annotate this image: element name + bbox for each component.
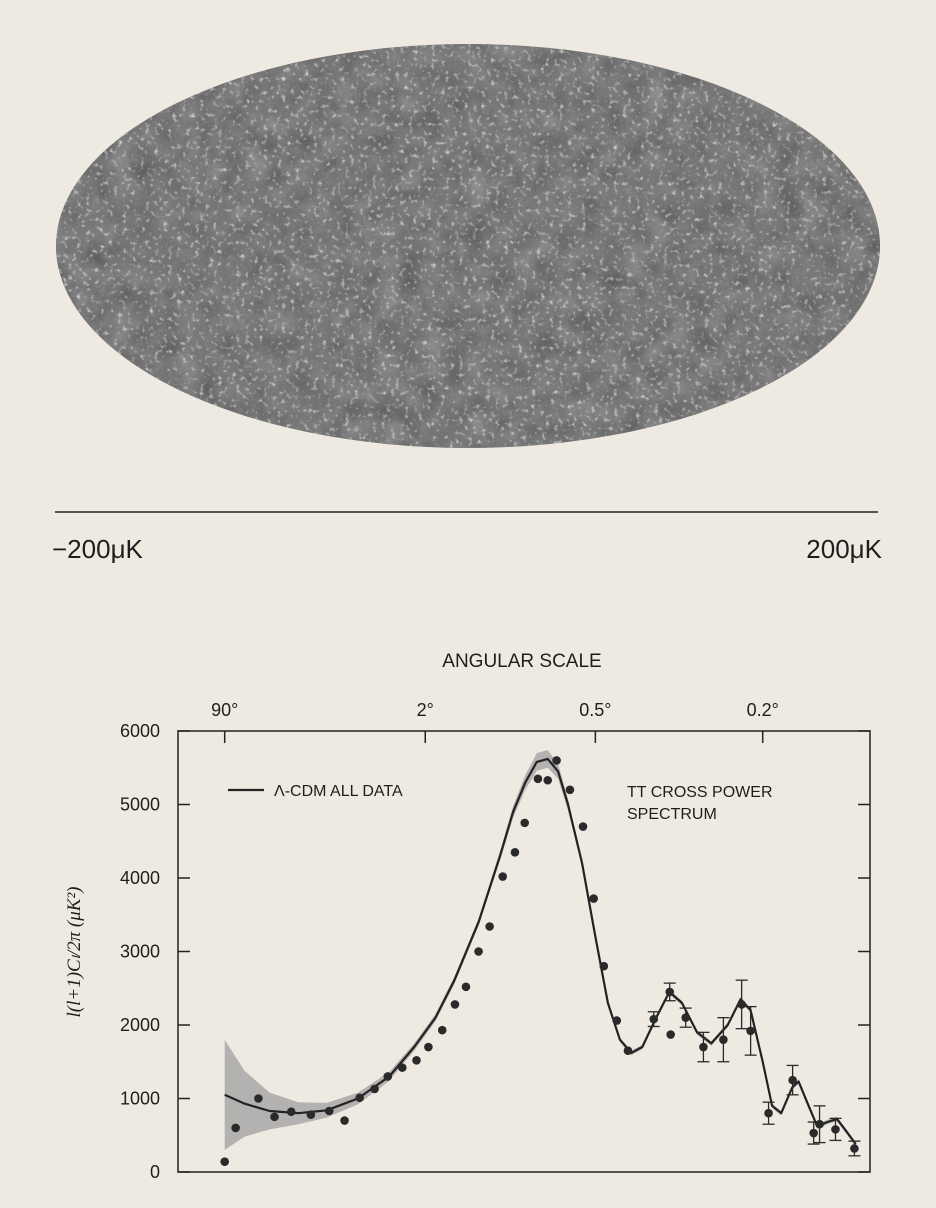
data-point: [520, 818, 530, 828]
data-point: [552, 756, 561, 765]
data-point: [340, 1116, 349, 1125]
data-point: [719, 1035, 728, 1044]
data-point: [370, 1084, 379, 1094]
y-tick-label: 4000: [120, 868, 160, 888]
data-point: [424, 1042, 433, 1052]
y-tick-label: 2000: [120, 1015, 160, 1035]
top-tick-label: 2°: [417, 700, 434, 720]
data-point: [649, 1014, 659, 1024]
top-axis-label: ANGULAR SCALE: [442, 651, 601, 672]
data-point: [809, 1128, 818, 1138]
data-point: [474, 947, 483, 956]
model-band: [224, 750, 856, 1150]
y-tick-label: 1000: [120, 1089, 160, 1109]
data-point: [578, 822, 588, 831]
data-point: [815, 1119, 824, 1129]
y-tick-label: 5000: [120, 795, 160, 815]
data-point: [788, 1075, 797, 1085]
data-point: [831, 1125, 840, 1134]
top-tick-label: 90°: [211, 700, 238, 720]
data-point: [543, 775, 553, 785]
data-point: [437, 1025, 447, 1035]
data-point: [699, 1042, 708, 1052]
colorbar-max-label: 200μK: [806, 534, 882, 564]
data-point: [397, 1063, 407, 1072]
y-axis-label: l(l+1)Cₗ/2π (μK²): [64, 887, 85, 1018]
annotation: TT CROSS POWER: [627, 784, 773, 801]
data-point: [850, 1144, 859, 1153]
y-tick-label: 6000: [120, 721, 160, 741]
data-point: [599, 961, 609, 971]
top-tick-label: 0.5°: [579, 700, 611, 720]
data-point: [383, 1072, 393, 1081]
data-point: [589, 894, 598, 903]
sky-texture: [56, 44, 880, 448]
model-line: [224, 757, 857, 1145]
data-point: [665, 987, 675, 997]
data-point: [355, 1093, 364, 1103]
data-point: [461, 982, 471, 992]
data-point: [510, 847, 520, 857]
data-point: [764, 1108, 773, 1118]
data-point: [412, 1055, 421, 1065]
data-point: [270, 1112, 279, 1122]
legend-label: Λ-CDM ALL DATA: [274, 783, 403, 800]
data-point: [746, 1026, 755, 1036]
data-point: [450, 1000, 460, 1009]
data-point: [666, 1030, 675, 1039]
data-point: [254, 1094, 263, 1103]
y-tick-label: 3000: [120, 942, 160, 962]
data-point: [565, 785, 575, 795]
y-tick-label: 0: [150, 1162, 160, 1182]
data-point: [324, 1106, 334, 1116]
data-point: [681, 1013, 690, 1022]
colorbar-min-label: −200μK: [52, 534, 144, 564]
data-point: [485, 922, 494, 931]
data-point: [623, 1046, 633, 1056]
top-tick-label: 0.2°: [747, 700, 779, 720]
data-point: [737, 1000, 746, 1009]
data-point: [306, 1110, 316, 1119]
data-point: [498, 872, 508, 881]
sky-map: [56, 44, 880, 448]
data-point: [612, 1016, 622, 1025]
data-point: [220, 1157, 229, 1167]
annotation: SPECTRUM: [627, 806, 717, 823]
data-point: [231, 1123, 240, 1133]
data-point: [533, 774, 543, 784]
data-point: [286, 1107, 296, 1117]
